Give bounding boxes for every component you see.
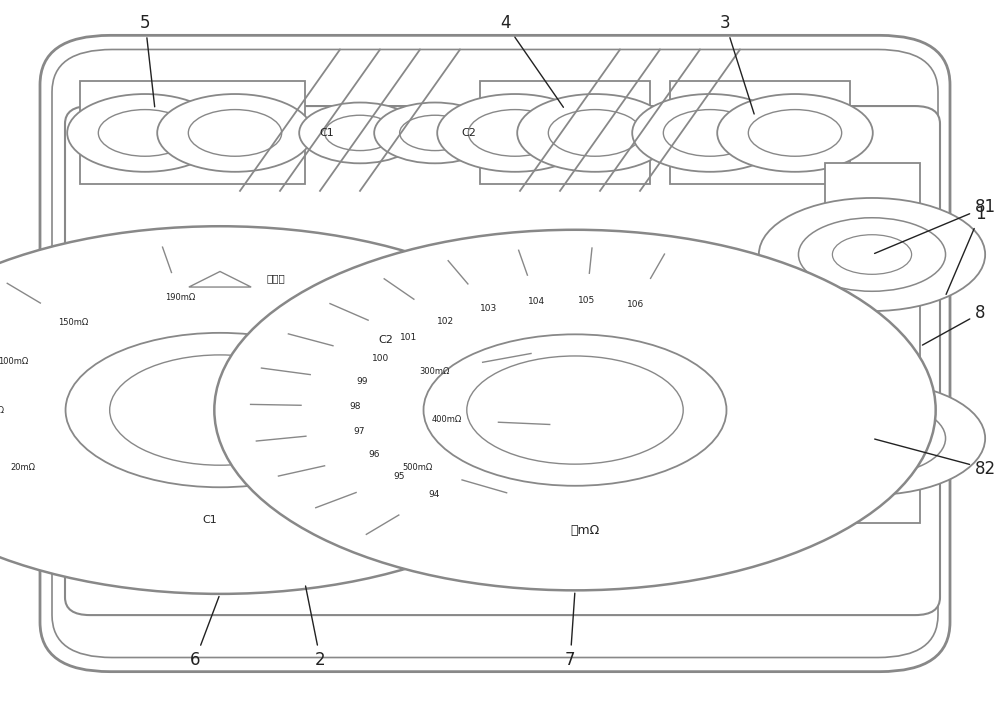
Text: 105: 105 — [578, 296, 595, 305]
Ellipse shape — [400, 115, 470, 151]
Text: C2: C2 — [378, 335, 393, 345]
Ellipse shape — [467, 356, 683, 464]
Text: 4: 4 — [500, 14, 563, 107]
Text: 400mΩ: 400mΩ — [432, 416, 462, 424]
Ellipse shape — [325, 115, 395, 151]
Text: 102: 102 — [437, 317, 454, 326]
Ellipse shape — [468, 110, 562, 156]
Bar — [670, 81, 850, 184]
Text: 101: 101 — [400, 334, 418, 342]
Text: 97: 97 — [353, 426, 365, 436]
Ellipse shape — [98, 110, 192, 156]
Text: C1: C1 — [203, 515, 217, 525]
Text: 94: 94 — [428, 490, 439, 499]
Ellipse shape — [67, 94, 223, 172]
Text: 50mΩ: 50mΩ — [0, 406, 4, 414]
Text: 98: 98 — [349, 402, 361, 411]
Text: （mΩ: （mΩ — [570, 525, 600, 537]
Bar — [80, 81, 305, 184]
Text: C1: C1 — [319, 128, 334, 138]
Text: 100mΩ: 100mΩ — [0, 358, 28, 366]
Text: 20mΩ: 20mΩ — [10, 462, 35, 472]
Ellipse shape — [548, 110, 642, 156]
Text: 2: 2 — [306, 586, 326, 669]
Text: 5: 5 — [140, 14, 155, 107]
Ellipse shape — [214, 230, 936, 590]
Ellipse shape — [748, 110, 842, 156]
FancyBboxPatch shape — [40, 35, 950, 672]
Ellipse shape — [717, 94, 873, 172]
Text: 8: 8 — [922, 304, 986, 345]
Ellipse shape — [424, 334, 726, 486]
Text: 81: 81 — [875, 198, 996, 253]
Text: 190mΩ: 190mΩ — [165, 293, 196, 303]
Ellipse shape — [66, 333, 374, 487]
Text: 6: 6 — [190, 597, 219, 669]
Ellipse shape — [157, 94, 313, 172]
Bar — [825, 163, 920, 523]
Ellipse shape — [832, 419, 912, 458]
Ellipse shape — [110, 355, 330, 465]
Ellipse shape — [374, 103, 496, 163]
Ellipse shape — [759, 198, 985, 311]
Text: 99: 99 — [357, 377, 368, 386]
Text: C2: C2 — [461, 128, 476, 138]
Text: 300mΩ: 300mΩ — [419, 367, 449, 375]
Ellipse shape — [437, 94, 593, 172]
FancyBboxPatch shape — [65, 106, 940, 615]
Text: 7: 7 — [565, 593, 576, 669]
Ellipse shape — [663, 110, 757, 156]
Ellipse shape — [0, 226, 588, 594]
Ellipse shape — [517, 94, 673, 172]
Polygon shape — [189, 271, 251, 287]
Bar — [480, 81, 650, 184]
Text: 96: 96 — [368, 450, 380, 460]
Ellipse shape — [632, 94, 788, 172]
Text: 95: 95 — [394, 472, 405, 481]
FancyBboxPatch shape — [52, 49, 938, 658]
Ellipse shape — [798, 218, 946, 291]
Ellipse shape — [832, 235, 912, 274]
Ellipse shape — [299, 103, 421, 163]
Text: 82: 82 — [875, 439, 996, 478]
Text: 100: 100 — [372, 354, 389, 363]
Ellipse shape — [188, 110, 282, 156]
Text: 1: 1 — [946, 205, 986, 294]
Text: 500mΩ: 500mΩ — [402, 462, 433, 472]
Text: 103: 103 — [480, 304, 498, 313]
Text: 150mΩ: 150mΩ — [58, 318, 89, 327]
Text: 104: 104 — [528, 297, 545, 306]
Ellipse shape — [798, 402, 946, 475]
Text: 106: 106 — [627, 300, 644, 309]
Text: 报警值: 报警值 — [267, 273, 285, 283]
Ellipse shape — [759, 382, 985, 495]
Text: 3: 3 — [720, 14, 754, 114]
